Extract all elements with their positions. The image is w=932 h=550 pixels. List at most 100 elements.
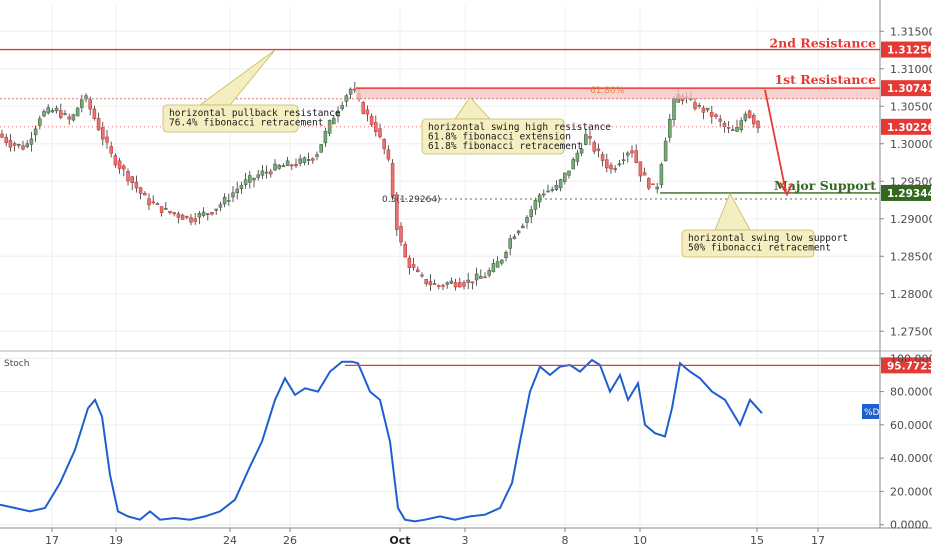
candle bbox=[571, 157, 575, 170]
first-resistance-label: 1st Resistance bbox=[774, 72, 876, 87]
candle bbox=[155, 202, 160, 205]
date-tick-label: 17 bbox=[45, 534, 59, 547]
candle bbox=[701, 105, 706, 120]
candle bbox=[0, 129, 4, 139]
candle bbox=[340, 101, 344, 111]
stoch-pane[interactable]: 95.7723 Stoch %D bbox=[0, 357, 932, 523]
candle bbox=[613, 165, 617, 173]
candle bbox=[382, 138, 386, 155]
candle bbox=[319, 144, 323, 153]
candle bbox=[285, 156, 290, 167]
stoch-d-line bbox=[0, 358, 763, 523]
first-resistance-zone bbox=[356, 86, 880, 99]
annotation-box bbox=[162, 104, 299, 133]
candle bbox=[294, 158, 298, 169]
candle bbox=[714, 113, 718, 120]
major-support-label: Major Support bbox=[774, 178, 876, 193]
current-price-tag bbox=[881, 118, 931, 135]
candle bbox=[222, 193, 227, 208]
candle bbox=[134, 175, 139, 193]
candle bbox=[59, 103, 63, 120]
candle bbox=[651, 183, 655, 185]
candle bbox=[659, 162, 664, 189]
candle bbox=[697, 102, 701, 109]
candle bbox=[12, 141, 17, 152]
candle bbox=[269, 168, 273, 178]
candle bbox=[281, 163, 286, 168]
candle bbox=[663, 137, 668, 162]
candle bbox=[634, 144, 638, 164]
candle bbox=[504, 250, 508, 262]
candle bbox=[54, 105, 59, 114]
price-tick-label: 1.28500 bbox=[890, 250, 932, 263]
candle bbox=[487, 267, 491, 278]
candle bbox=[374, 115, 378, 137]
candle bbox=[71, 113, 76, 122]
candle bbox=[323, 127, 328, 148]
candle bbox=[596, 143, 601, 158]
candle bbox=[710, 105, 714, 124]
candle bbox=[88, 96, 92, 116]
annotation-line: horizontal swing high resistance bbox=[428, 122, 611, 133]
stoch-tick-label: 80.0000 bbox=[890, 386, 932, 399]
candle bbox=[558, 178, 563, 192]
date-tick-label: Oct bbox=[389, 534, 410, 547]
candle bbox=[735, 119, 739, 133]
candle bbox=[17, 143, 21, 149]
date-tick-label: 3 bbox=[462, 534, 469, 547]
candle bbox=[311, 157, 315, 164]
stoch-d-tag-label: %D bbox=[864, 408, 880, 418]
candle bbox=[575, 149, 580, 166]
candle bbox=[361, 100, 365, 115]
candle bbox=[647, 177, 651, 191]
candle bbox=[428, 274, 433, 292]
candle bbox=[332, 115, 336, 125]
candle bbox=[693, 97, 697, 111]
candle bbox=[395, 191, 399, 236]
candle bbox=[147, 193, 151, 211]
annotation-line: 61.8% fibonacci extension bbox=[428, 132, 571, 143]
candle bbox=[264, 165, 269, 179]
candle bbox=[474, 267, 479, 286]
candle bbox=[185, 215, 189, 220]
candle bbox=[96, 112, 101, 131]
stoch-pane-title: Stoch bbox=[4, 359, 29, 369]
candle bbox=[243, 172, 248, 189]
candle bbox=[453, 278, 458, 291]
stoch-tick-label: 40.0000 bbox=[890, 452, 932, 465]
candle bbox=[537, 193, 542, 208]
candle bbox=[567, 170, 571, 179]
candle bbox=[747, 109, 752, 119]
candle bbox=[550, 186, 554, 193]
candle bbox=[512, 234, 517, 240]
candle bbox=[122, 163, 126, 177]
candle bbox=[546, 184, 550, 193]
major-support-tag-label: 1.29344 bbox=[887, 188, 932, 200]
forecast-arrow-head bbox=[779, 182, 793, 197]
candle bbox=[529, 205, 533, 224]
price-tick-label: 1.27500 bbox=[890, 325, 932, 338]
candle bbox=[239, 181, 244, 194]
price-tick-label: 1.30500 bbox=[890, 100, 932, 113]
candle bbox=[449, 277, 454, 285]
candle bbox=[130, 175, 134, 191]
candle bbox=[176, 211, 181, 224]
candle bbox=[378, 123, 382, 139]
candle bbox=[63, 109, 67, 116]
candle bbox=[458, 277, 462, 288]
candle bbox=[201, 207, 206, 218]
candle bbox=[441, 283, 445, 291]
candle bbox=[21, 140, 25, 151]
candle bbox=[113, 153, 118, 168]
date-tick-label: 26 bbox=[283, 534, 297, 547]
candle bbox=[151, 195, 155, 205]
candle bbox=[508, 234, 512, 256]
candle bbox=[180, 213, 185, 220]
candle bbox=[42, 109, 46, 118]
candle bbox=[143, 191, 147, 196]
candle bbox=[752, 113, 756, 128]
candle bbox=[445, 281, 449, 289]
main-price-pane[interactable] bbox=[0, 81, 760, 292]
